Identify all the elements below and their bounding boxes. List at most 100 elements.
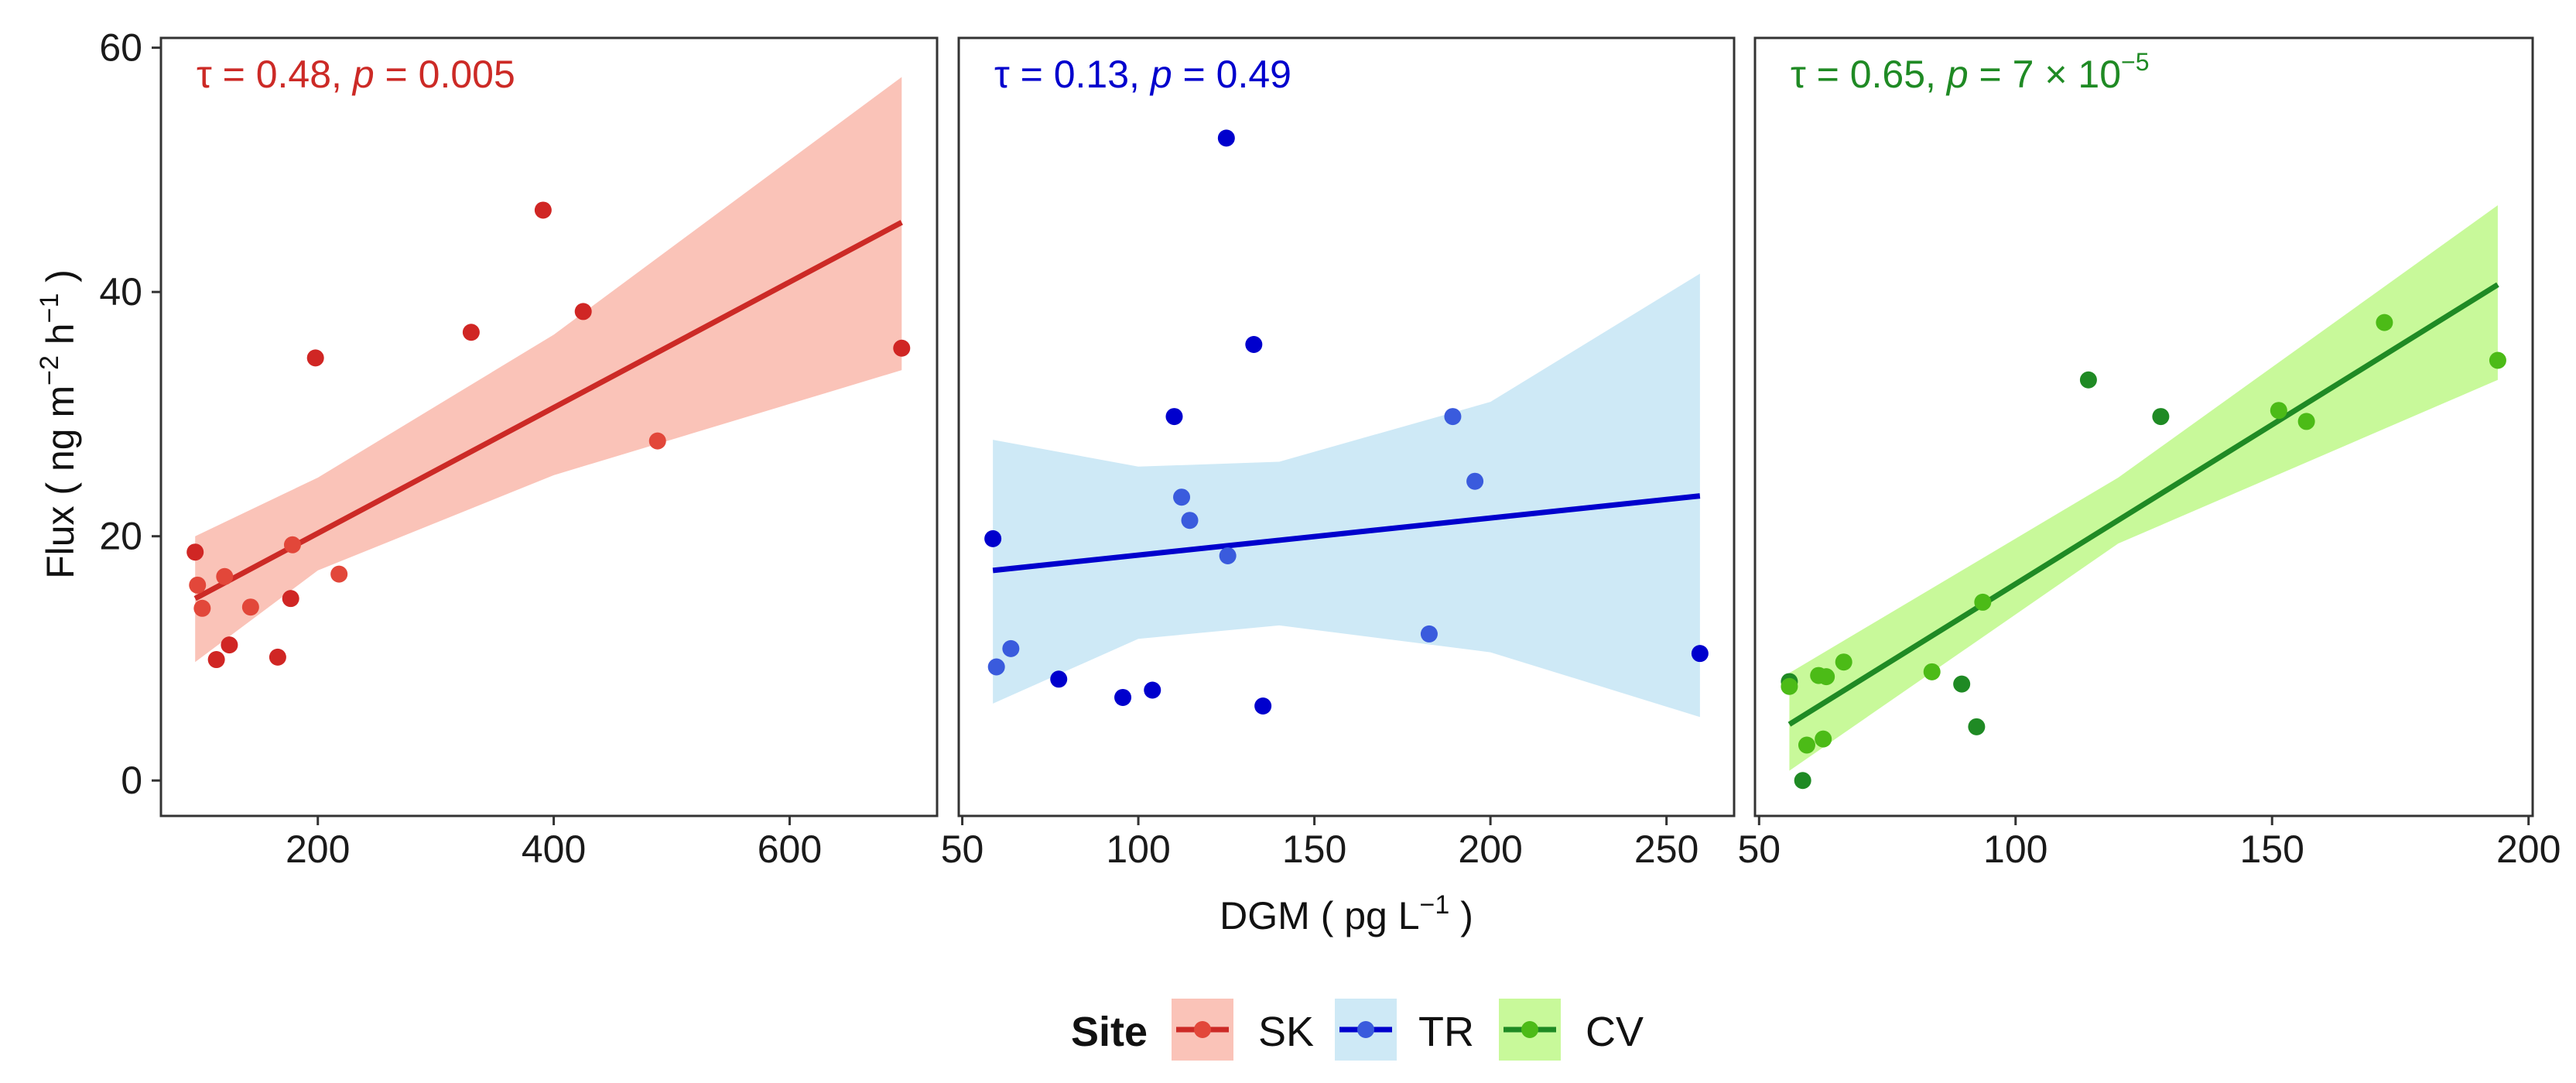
y-axis-title: Flux ( ng m−2 h−1 )	[35, 269, 82, 579]
data-point	[1923, 663, 1941, 680]
data-point	[1444, 408, 1462, 426]
data-point	[221, 636, 238, 654]
y-tick-label: 40	[99, 270, 142, 314]
panel-border	[159, 36, 939, 817]
x-tick-label: 200	[2496, 828, 2561, 871]
x-tick-label: 150	[2240, 828, 2304, 871]
panel-tr: 50 100 150 200 250 τ = 0.13, p = 0.49	[941, 36, 1736, 871]
data-point	[1781, 677, 1798, 695]
data-point	[2079, 371, 2097, 389]
annotation-value: = 0.005	[375, 53, 515, 96]
data-point	[283, 536, 301, 553]
data-point	[2270, 402, 2287, 420]
y-tick-label: 60	[99, 26, 142, 70]
data-point	[2152, 408, 2170, 426]
y-axis-title-close: )	[39, 269, 82, 293]
data-point	[1691, 645, 1709, 663]
confidence-band	[1789, 205, 2498, 771]
y-axis-title-sup2: −1	[35, 293, 64, 324]
panel-cv: 50 100 150 200 τ = 0.65, p = 7 × 10−5	[1737, 36, 2561, 871]
y-tick-label: 20	[99, 515, 142, 558]
legend-label: TR	[1418, 1009, 1474, 1055]
annotation-p: p	[351, 53, 375, 96]
regression-line	[992, 493, 1701, 574]
annotation-value: = 7 × 10	[1969, 53, 2121, 96]
data-point	[987, 658, 1005, 676]
y-axis-title-mid: h	[39, 323, 82, 355]
legend-label: CV	[1586, 1009, 1644, 1055]
data-point	[984, 530, 1002, 547]
data-point	[1002, 639, 1020, 657]
legend-item-cv: CV	[1499, 999, 1644, 1061]
data-point	[648, 432, 666, 450]
regression-line	[1787, 282, 2499, 727]
panels: 200 400 600 τ = 0.48, p = 0.005 50 100 150 200 2…	[99, 26, 2561, 871]
legend-item-sk: SK	[1172, 999, 1314, 1061]
data-point	[2297, 413, 2315, 430]
x-axis-title-main: DGM	[1220, 894, 1321, 937]
correlation-annotation: τ = 0.65, p = 7 × 10−5	[1791, 48, 2150, 96]
panel-plot-area	[1781, 205, 2506, 790]
x-axis-title: DGM ( pg L−1 )	[1220, 890, 1473, 937]
data-point	[1114, 688, 1132, 706]
data-point	[186, 543, 204, 561]
data-point	[1245, 336, 1263, 354]
panel-plot-area	[186, 77, 911, 669]
y-axis-title-sup1: −2	[35, 355, 64, 386]
x-tick-label: 400	[522, 828, 586, 871]
legend-key-point	[1521, 1021, 1538, 1038]
correlation-annotation: τ = 0.13, p = 0.49	[994, 53, 1291, 96]
legend-label: SK	[1258, 1009, 1314, 1055]
panel-border	[1753, 36, 2534, 817]
data-point	[1050, 670, 1068, 688]
panel-plot-area	[984, 129, 1709, 718]
data-point	[1254, 697, 1272, 715]
x-tick-label: 100	[1983, 828, 2047, 871]
correlation-annotation: τ = 0.48, p = 0.005	[197, 53, 515, 96]
regression-line	[193, 220, 903, 601]
legend-key-point	[1357, 1021, 1374, 1038]
data-point	[1974, 593, 1992, 611]
data-point	[1953, 675, 1971, 693]
data-point	[1818, 668, 1835, 686]
data-point	[574, 303, 592, 320]
data-point	[1181, 512, 1199, 530]
confidence-band	[993, 273, 1700, 718]
data-point	[1798, 736, 1815, 754]
data-point	[1165, 408, 1183, 426]
y-axis-title-unit: ( ng m	[39, 386, 82, 495]
data-point	[207, 651, 225, 669]
annotation-tau: τ = 0.13,	[994, 53, 1151, 96]
confidence-band	[195, 77, 902, 663]
x-axis-title-close: )	[1449, 894, 1473, 937]
x-tick-label: 100	[1106, 828, 1170, 871]
data-point	[241, 598, 259, 616]
x-tick-label: 50	[1737, 828, 1781, 871]
data-point	[893, 339, 911, 357]
x-tick-label: 600	[758, 828, 822, 871]
annotation-p: p	[1945, 53, 1969, 96]
data-point	[189, 576, 207, 594]
legend-item-tr: TR	[1335, 999, 1474, 1061]
legend-key-point	[1194, 1021, 1211, 1038]
x-tick-label: 200	[286, 828, 350, 871]
x-tick-label: 250	[1634, 828, 1699, 871]
data-point	[1173, 488, 1191, 506]
x-axis-title-unit: ( pg L	[1321, 894, 1420, 937]
data-point	[306, 349, 324, 367]
data-point	[1144, 681, 1161, 699]
legend: Site SK TR CV	[1071, 999, 1644, 1061]
data-point	[1466, 472, 1484, 490]
annotation-tau: τ = 0.65,	[1791, 53, 1947, 96]
data-point	[1217, 129, 1235, 147]
data-point	[534, 201, 552, 219]
data-point	[282, 590, 299, 608]
data-point	[216, 567, 234, 585]
data-point	[330, 565, 348, 583]
legend-title: Site	[1071, 1009, 1148, 1055]
data-point	[2376, 314, 2393, 331]
data-point	[1219, 547, 1237, 564]
x-tick-label: 50	[941, 828, 984, 871]
annotation-value: = 0.49	[1172, 53, 1291, 96]
